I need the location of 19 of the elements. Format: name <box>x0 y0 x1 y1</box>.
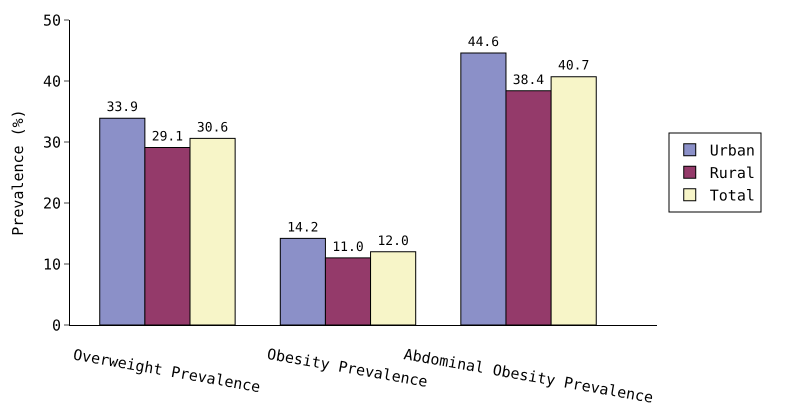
data-label: 33.9 <box>106 100 138 116</box>
data-label: 11.0 <box>332 240 364 255</box>
y-tick-label: 10 <box>42 255 61 274</box>
y-tick-label: 40 <box>42 72 61 90</box>
y-axis-title: Prevalence (%) <box>9 109 28 236</box>
data-label: 44.6 <box>468 34 500 50</box>
y-tick-label: 30 <box>42 133 61 152</box>
data-label: 38.4 <box>512 72 544 88</box>
legend-label: Total <box>710 186 755 205</box>
data-label: 12.0 <box>377 234 409 249</box>
y-tick-label: 50 <box>42 11 61 30</box>
data-label: 30.6 <box>196 120 228 136</box>
legend-label: Urban <box>710 142 755 160</box>
y-tick-label: 20 <box>42 194 61 212</box>
legend-label: Rural <box>710 164 755 182</box>
data-label: 40.7 <box>558 58 590 74</box>
data-label: 29.1 <box>152 129 184 144</box>
y-tick-label: 0 <box>52 316 61 334</box>
data-label: 14.2 <box>287 220 319 236</box>
